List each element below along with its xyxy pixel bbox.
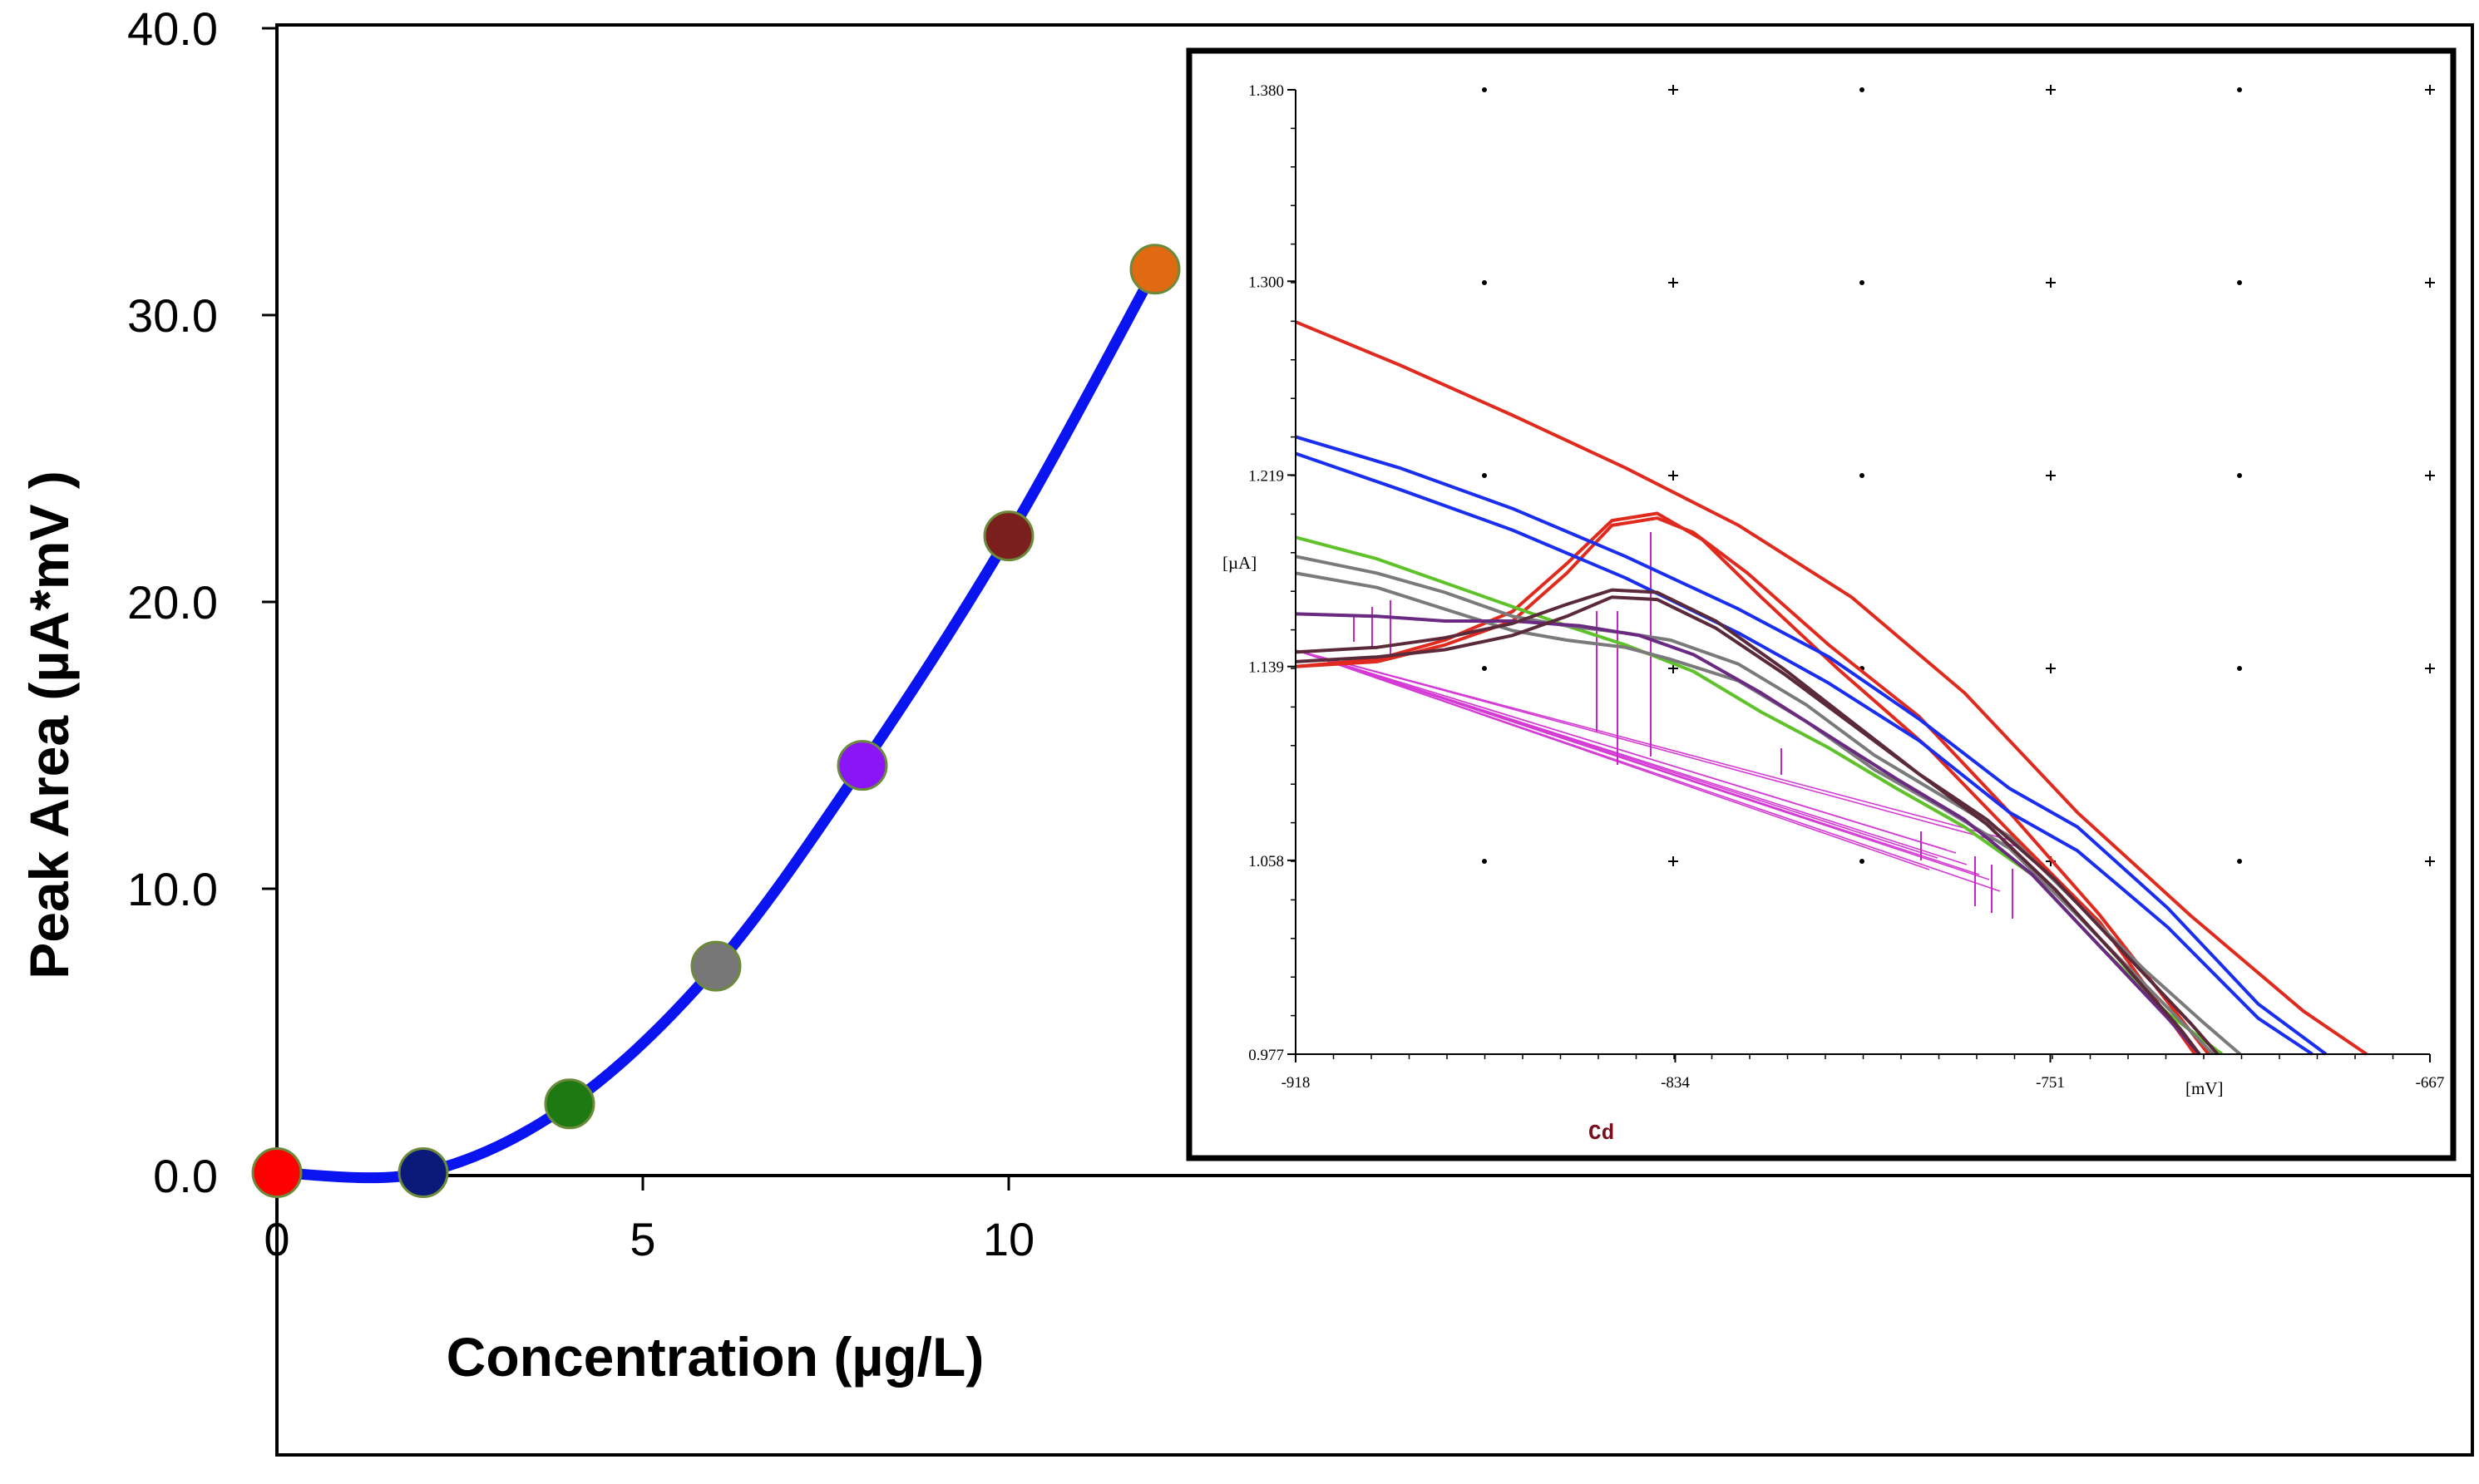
inset-baseline	[1295, 649, 2009, 841]
inset-series-line	[1295, 612, 2201, 1056]
main-x-axis-title: Concentration (µg/L)	[447, 1326, 985, 1388]
inset-x-tick-label: -918	[1281, 1074, 1311, 1092]
main-x-tick-label: 10	[983, 1213, 1035, 1265]
inset-baseline	[1295, 649, 1968, 865]
main-chart: 0 5 10 0.0 10.0 20.0 30.0 40.0 Concentration (…	[18, 2, 2474, 1457]
inset-grid-marker	[2237, 859, 2242, 864]
calibration-points	[251, 244, 1181, 1199]
main-y-tick-label: 30.0	[127, 289, 218, 342]
main-y-tick-label: 10.0	[127, 863, 218, 915]
inset-y-tick-label: 0.977	[1248, 1047, 1284, 1064]
main-y-tick-label: 40.0	[127, 2, 218, 55]
inset-grid-marker	[1482, 87, 1487, 92]
inset-grid-marker	[1482, 859, 1487, 864]
inset-cd-label: Cd	[1588, 1121, 1614, 1146]
calibration-point	[544, 1078, 595, 1130]
inset-y-ticks: 0.977 1.058 1.139 1.219 1.300 1.380	[1248, 82, 1296, 1064]
inset-x-unit-label: [mV]	[2185, 1078, 2224, 1098]
inset-y-tick-label: 1.058	[1248, 853, 1284, 870]
main-x-ticks: 0 5 10	[264, 1176, 1035, 1265]
inset-series-line	[1295, 451, 2314, 1056]
main-x-tick-label: 0	[264, 1213, 289, 1265]
inset-grid-marker	[2237, 473, 2242, 478]
inset-grid-marker	[2237, 280, 2242, 285]
inset-grid-marker	[1859, 280, 1864, 285]
inset-baseline	[1295, 649, 1957, 854]
calibration-point	[398, 1147, 449, 1199]
inset-grid-marker	[1482, 473, 1487, 478]
inset-series	[1295, 320, 2368, 1056]
main-y-ticks: 0.0 10.0 20.0 30.0 40.0	[127, 2, 277, 1202]
inset-x-tick-label: -834	[1661, 1074, 1690, 1092]
inset-series-line	[1295, 595, 2220, 1056]
inset-grid-marker	[2237, 666, 2242, 671]
calibration-point	[983, 510, 1035, 562]
inset-x-ticks: -918 -834 -751 -667	[1281, 1054, 2445, 1092]
inset-frame	[1186, 47, 2457, 1161]
inset-grid	[1482, 85, 2435, 866]
main-y-tick-label: 20.0	[127, 576, 218, 629]
inset-series-line	[1295, 320, 2368, 1056]
main-plot-frame	[275, 23, 2474, 1457]
inset-series-line	[1295, 588, 2201, 1056]
inset-baseline	[1295, 649, 2001, 892]
main-y-tick-label: 0.0	[153, 1150, 218, 1202]
calibration-curve	[271, 264, 1161, 1184]
inset-baseline	[1295, 649, 2017, 847]
inset-grid-marker	[1482, 280, 1487, 285]
inset-baseline	[1295, 649, 1990, 880]
inset-y-tick-label: 1.219	[1248, 467, 1284, 485]
inset-grid-marker	[1859, 859, 1864, 864]
inset-x-tick-label: -751	[2036, 1074, 2065, 1092]
inset-grid-marker	[1859, 473, 1864, 478]
inset-grid-marker	[1482, 666, 1487, 671]
inset-voltammogram: -918 -834 -751 -667 0.977 1.058 1.139 1.219 1.3…	[1186, 47, 2457, 1161]
inset-y-tick-label: 1.300	[1248, 274, 1284, 291]
calibration-point	[690, 940, 742, 992]
inset-grid-marker	[2237, 87, 2242, 92]
main-x-tick-label: 5	[630, 1213, 655, 1265]
inset-y-unit-label: [µA]	[1222, 553, 1257, 573]
main-y-axis-title: Peak Area (µA*mV )	[18, 471, 80, 979]
inset-y-tick-label: 1.139	[1248, 659, 1284, 677]
calibration-point	[837, 740, 888, 791]
inset-series-line	[1295, 435, 2328, 1056]
calibration-point	[251, 1147, 303, 1199]
calibration-point	[1129, 244, 1181, 295]
inset-x-tick-label: -667	[2416, 1074, 2445, 1092]
inset-y-tick-label: 1.380	[1248, 82, 1284, 100]
inset-grid-marker	[1859, 87, 1864, 92]
